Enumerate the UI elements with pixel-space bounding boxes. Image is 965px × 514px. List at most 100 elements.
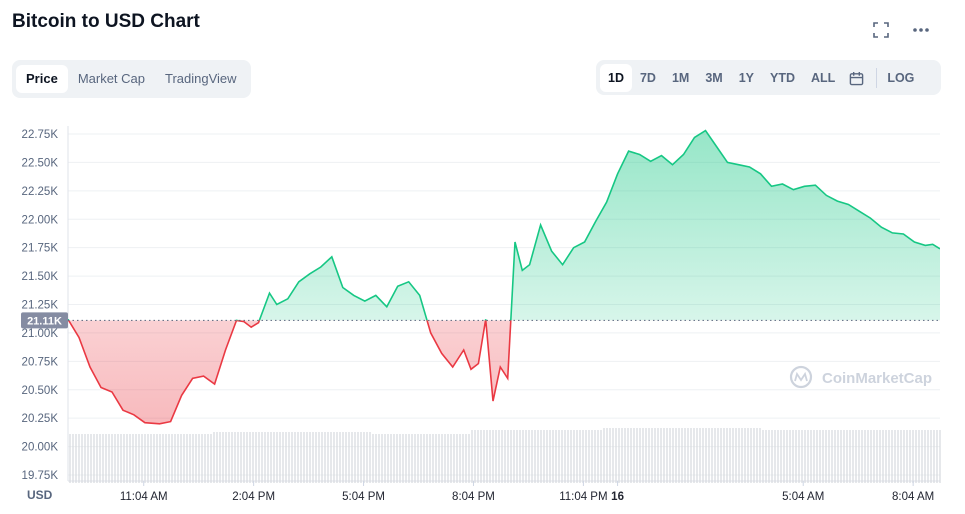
volume-bar	[435, 434, 437, 483]
volume-bar	[516, 430, 518, 483]
volume-bar	[627, 428, 629, 483]
volume-bar	[729, 428, 731, 483]
volume-bar	[909, 430, 911, 483]
range-ytd[interactable]: YTD	[770, 70, 796, 85]
calendar-icon[interactable]	[843, 64, 870, 92]
volume-bar	[465, 434, 467, 483]
volume-bar	[588, 430, 590, 483]
price-line	[68, 129, 940, 425]
volume-bar	[840, 430, 842, 483]
volume-bar	[441, 434, 443, 483]
volume-bar	[183, 434, 185, 483]
volume-bar	[102, 434, 104, 483]
x-tick-label: 5:04 AM	[782, 491, 824, 503]
volume-bar	[78, 434, 80, 483]
volume-bar	[468, 434, 470, 483]
volume-bar	[594, 430, 596, 483]
volume-bar	[297, 432, 299, 483]
y-tick-label: 22.50K	[22, 157, 59, 169]
fullscreen-icon[interactable]	[869, 18, 893, 42]
volume-bar	[471, 430, 473, 483]
volume-bar	[642, 428, 644, 483]
volume-bar	[375, 434, 377, 483]
volume-bar	[345, 432, 347, 483]
fullscreen-icon-glyph	[873, 22, 889, 38]
volume-bar	[912, 430, 914, 483]
y-axis: 22.75K 22.50K 22.25K 22.00K 21.75K 21.50K 21.2…	[22, 129, 59, 482]
range-all[interactable]: ALL	[811, 70, 836, 85]
volume-bar	[666, 428, 668, 483]
volume-bar	[810, 430, 812, 483]
y-tick-label: 19.75K	[22, 470, 59, 482]
volume-bar	[408, 434, 410, 483]
x-tick-label: 5:04 PM	[342, 491, 385, 503]
volume-bar	[234, 432, 236, 483]
more-icon[interactable]	[909, 18, 933, 42]
volume-bar	[858, 430, 860, 483]
volume-bar	[105, 434, 107, 483]
volume-bar	[414, 434, 416, 483]
volume-bar	[258, 432, 260, 483]
tab-market-cap[interactable]: Market Cap	[77, 71, 146, 86]
view-tabs: Price Market Cap TradingView	[12, 60, 251, 98]
volume-bar	[132, 434, 134, 483]
range-7d[interactable]: 7D	[639, 70, 656, 85]
volume-bar	[228, 432, 230, 483]
range-1y[interactable]: 1Y	[738, 70, 755, 85]
volume-bar	[447, 434, 449, 483]
volume-bar	[129, 434, 131, 483]
volume-bar	[576, 430, 578, 483]
volume-bar	[222, 432, 224, 483]
volume-bar	[678, 428, 680, 483]
volume-bar	[609, 428, 611, 483]
x-tick-label: 11:04 PM	[559, 491, 607, 503]
volume-bar	[186, 434, 188, 483]
range-1m[interactable]: 1M	[671, 70, 690, 85]
y-axis-unit: USD	[27, 488, 53, 502]
volume-bar	[696, 428, 698, 483]
range-1d[interactable]: 1D	[600, 63, 632, 92]
log-toggle[interactable]: LOG	[887, 70, 915, 85]
volume-bar	[171, 434, 173, 483]
volume-bar	[864, 430, 866, 483]
volume-bar	[369, 432, 371, 483]
volume-bar	[255, 432, 257, 483]
x-tick-label: 2:04 PM	[232, 491, 275, 503]
volume-bar	[123, 434, 125, 483]
volume-bar	[789, 430, 791, 483]
volume-bar	[603, 428, 605, 483]
volume-bar	[324, 432, 326, 483]
volume-bar	[846, 430, 848, 483]
tab-tradingview[interactable]: TradingView	[165, 71, 237, 86]
volume-bar	[780, 430, 782, 483]
range-3m[interactable]: 3M	[705, 70, 723, 85]
volume-bar	[636, 428, 638, 483]
volume-bar	[606, 428, 608, 483]
volume-bar	[876, 430, 878, 483]
volume-bar	[600, 430, 602, 483]
tab-price[interactable]: Price	[16, 65, 68, 93]
volume-bar	[546, 430, 548, 483]
volume-bar	[390, 434, 392, 483]
x-tick-label: 8:04 PM	[452, 491, 495, 503]
volume-bar	[924, 430, 926, 483]
volume-bar	[429, 434, 431, 483]
volume-bar	[618, 428, 620, 483]
volume-bar	[492, 430, 494, 483]
volume-bar	[384, 434, 386, 483]
volume-bar	[639, 428, 641, 483]
volume-bar	[528, 430, 530, 483]
volume-bar	[162, 434, 164, 483]
volume-bar	[783, 430, 785, 483]
volume-bar	[597, 430, 599, 483]
volume-bar	[813, 430, 815, 483]
volume-bar	[873, 430, 875, 483]
volume-bars	[69, 428, 941, 483]
volume-bar	[861, 430, 863, 483]
volume-bar	[243, 432, 245, 483]
volume-bar	[69, 434, 71, 483]
volume-bar	[357, 432, 359, 483]
volume-bar	[333, 432, 335, 483]
volume-bar	[711, 428, 713, 483]
volume-bar	[93, 434, 95, 483]
